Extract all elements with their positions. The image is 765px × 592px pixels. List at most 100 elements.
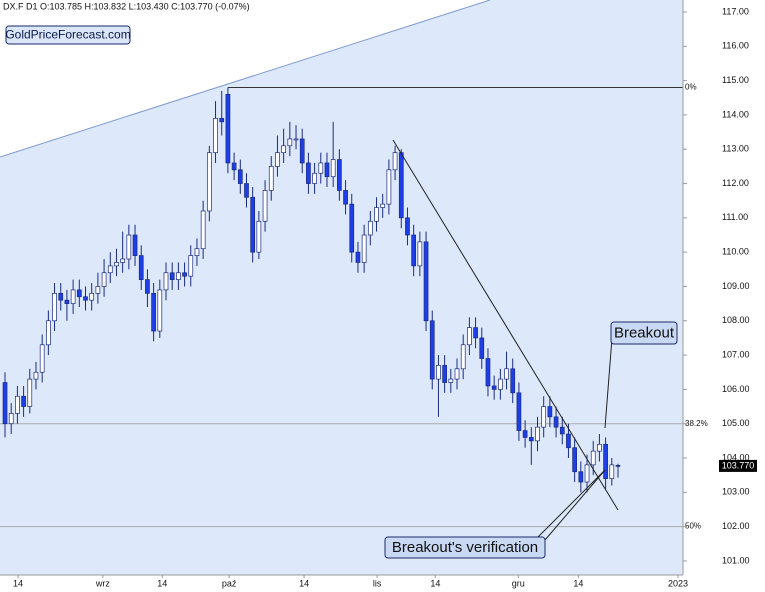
candle-body xyxy=(547,406,553,418)
x-tick-label: 14 xyxy=(430,578,440,588)
candle-body xyxy=(176,272,181,280)
candle-body xyxy=(411,234,417,267)
candle-body xyxy=(597,443,602,452)
candle-body xyxy=(609,464,615,479)
candle-body xyxy=(107,265,113,274)
y-tick-label: 111.00 xyxy=(722,212,748,222)
candle-body xyxy=(485,358,491,387)
x-tick-label: 2023 xyxy=(668,578,688,588)
candle-body xyxy=(330,159,336,178)
candle-body xyxy=(535,426,540,442)
x-tick-label: lis xyxy=(373,578,382,588)
candle-body xyxy=(83,296,88,301)
candle-body xyxy=(52,292,57,322)
channel-line xyxy=(0,0,491,158)
candle-body xyxy=(293,138,299,141)
candle-body xyxy=(491,385,497,390)
y-tick-label: 117.00 xyxy=(722,6,749,16)
annotation-pointer xyxy=(534,469,606,541)
candle-body xyxy=(479,337,485,359)
candle-body xyxy=(473,327,478,339)
candle-body xyxy=(541,406,547,428)
candle-body xyxy=(95,286,101,294)
level-label: 50% xyxy=(685,522,701,531)
candle-body xyxy=(46,320,51,346)
candle-body xyxy=(256,220,262,253)
candle-body xyxy=(151,292,156,332)
annotation-pointer xyxy=(604,337,613,429)
candle-body xyxy=(126,234,132,260)
candle-body xyxy=(405,217,410,236)
candle-body xyxy=(194,248,200,256)
candle-body xyxy=(398,152,404,219)
candle-body xyxy=(33,371,39,380)
candle-body xyxy=(231,162,237,171)
candle-body xyxy=(528,437,534,442)
candle-body xyxy=(262,190,268,222)
candle-body xyxy=(138,255,144,280)
candle-body xyxy=(417,241,423,267)
candle-body xyxy=(268,166,274,191)
candle-body xyxy=(89,292,95,301)
annotation-box xyxy=(610,321,678,345)
y-tick-label: 116.00 xyxy=(722,41,749,51)
candle-body xyxy=(423,241,429,322)
candle-body xyxy=(182,272,187,277)
candle-body xyxy=(559,426,565,435)
candle-body xyxy=(2,382,8,425)
level-label: 0% xyxy=(685,83,697,92)
candle-body xyxy=(225,93,231,164)
y-tick-label: 115.00 xyxy=(722,75,749,85)
candle-body xyxy=(343,190,348,205)
level-label: 38.2% xyxy=(685,419,708,428)
candle-body xyxy=(337,159,342,191)
candle-body xyxy=(114,262,119,267)
last-price-label: 103.770 xyxy=(722,460,755,470)
candle-body xyxy=(39,344,45,373)
candle-body xyxy=(219,118,225,123)
y-tick-label: 109.00 xyxy=(722,281,750,291)
candle-body xyxy=(392,152,398,171)
candle-body xyxy=(380,203,386,208)
candle-body xyxy=(522,430,528,438)
candle-body xyxy=(64,299,70,304)
candle-body xyxy=(299,138,305,164)
candle-body xyxy=(27,378,33,407)
y-tick-label: 102.00 xyxy=(722,521,750,531)
y-tick-label: 112.00 xyxy=(722,178,749,188)
candle-body xyxy=(157,289,163,332)
candle-body xyxy=(132,234,138,256)
y-tick-label: 114.00 xyxy=(722,109,749,119)
candle-body xyxy=(163,272,169,291)
candle-body xyxy=(237,169,243,184)
candle-body xyxy=(76,289,82,298)
candle-body xyxy=(367,220,373,236)
y-tick-label: 104.00 xyxy=(722,452,750,462)
candle-body xyxy=(8,413,14,425)
annotation-box xyxy=(384,536,546,559)
candle-body xyxy=(553,416,559,428)
candle-body xyxy=(324,162,330,178)
candle-body xyxy=(58,292,64,301)
annotation-pointer xyxy=(544,469,606,541)
candle-body xyxy=(603,443,608,479)
candle-body xyxy=(169,272,175,280)
candle-body xyxy=(572,447,577,473)
candle-body xyxy=(312,172,317,184)
candle-body xyxy=(120,258,126,263)
candle-body xyxy=(454,368,460,380)
x-tick-label: 14 xyxy=(573,578,583,588)
watermark: GoldPriceForecast.com xyxy=(5,28,130,42)
candle-body xyxy=(429,320,435,380)
x-tick-label: gru xyxy=(512,578,525,588)
y-tick-label: 103.00 xyxy=(722,487,750,497)
candle-body xyxy=(306,162,311,184)
candle-body xyxy=(145,279,150,294)
candle-body xyxy=(516,392,522,431)
candle-body xyxy=(510,368,516,394)
x-tick-label: 14 xyxy=(157,578,167,588)
candle-body xyxy=(504,368,509,380)
channel-area xyxy=(0,0,683,575)
candle-body xyxy=(70,289,76,304)
candle-body xyxy=(188,255,194,277)
